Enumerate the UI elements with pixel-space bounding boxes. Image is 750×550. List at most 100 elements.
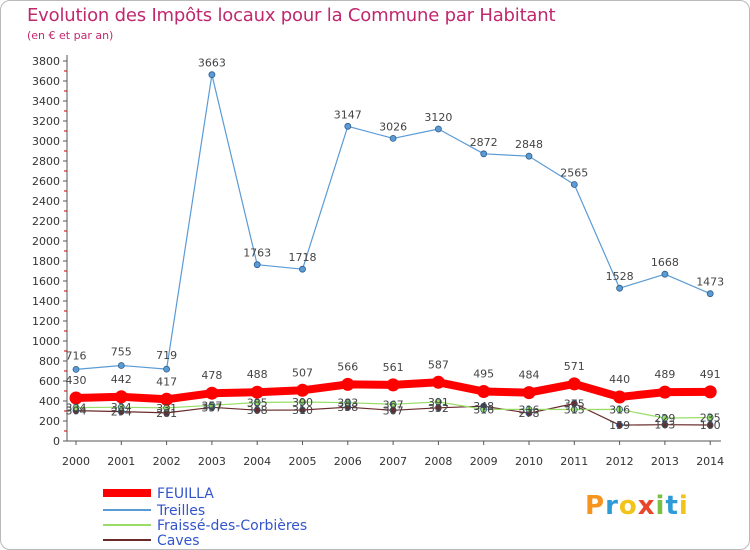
- data-point: [253, 406, 261, 414]
- x-tick-label: 2005: [289, 455, 317, 468]
- y-tick-label: 2200: [32, 215, 60, 228]
- y-tick-label: 1200: [32, 315, 60, 328]
- data-label: 391: [428, 396, 449, 409]
- data-point: [480, 405, 488, 413]
- data-point: [570, 181, 578, 188]
- data-point: [344, 399, 352, 407]
- data-label: 571: [564, 360, 585, 373]
- data-point: [389, 400, 397, 408]
- data-point: [160, 392, 174, 406]
- y-tick-label: 200: [39, 415, 60, 428]
- x-tick-label: 2001: [107, 455, 135, 468]
- data-point: [299, 265, 306, 273]
- y-tick-label: 1800: [32, 255, 60, 268]
- data-point: [522, 386, 536, 400]
- series-feuilla: [69, 375, 717, 406]
- legend-label: Treilles: [156, 503, 205, 519]
- data-point: [341, 377, 355, 391]
- y-tick-label: 2000: [32, 235, 60, 248]
- data-label: 348: [473, 400, 494, 413]
- data-point: [658, 385, 672, 399]
- data-label: 1668: [651, 256, 679, 269]
- data-point: [117, 362, 125, 369]
- data-label: 310: [292, 404, 313, 417]
- data-label: 163: [654, 419, 675, 432]
- data-point: [706, 421, 714, 429]
- logo-letter: i: [655, 491, 666, 521]
- data-label: 3120: [424, 111, 452, 124]
- legend-label: Fraissé-des-Corbières: [157, 518, 307, 534]
- x-tick-label: 2009: [470, 455, 498, 468]
- legend-label: FEUILLA: [157, 486, 214, 502]
- data-point: [525, 405, 533, 413]
- legend-label: Caves: [157, 533, 200, 549]
- data-label: 367: [383, 398, 404, 411]
- logo-letter: r: [605, 491, 619, 521]
- logo-letter: o: [618, 491, 638, 521]
- data-label: 1763: [243, 247, 271, 260]
- data-label: 390: [292, 396, 313, 409]
- data-point: [706, 414, 714, 421]
- data-point: [253, 399, 261, 406]
- data-label: 375: [564, 398, 585, 411]
- data-point: [431, 375, 445, 389]
- data-label: 229: [654, 412, 675, 425]
- data-label: 1528: [606, 270, 634, 283]
- data-point: [567, 377, 581, 391]
- data-point: [525, 152, 533, 160]
- logo-letter: x: [637, 491, 656, 521]
- y-tick-label: 3600: [32, 75, 60, 88]
- y-tick-label: 2800: [32, 155, 60, 168]
- x-tick-label: 2010: [515, 455, 543, 468]
- data-point: [163, 365, 171, 373]
- data-point: [208, 401, 216, 409]
- data-point: [72, 365, 80, 373]
- data-label: 507: [292, 366, 313, 379]
- data-label: 332: [428, 402, 449, 415]
- y-tick-label: 600: [39, 375, 60, 388]
- data-point: [250, 385, 264, 399]
- data-label: 357: [201, 399, 222, 412]
- x-tick-label: 2013: [651, 455, 679, 468]
- data-label: 755: [111, 346, 132, 359]
- data-label: 2848: [515, 138, 543, 151]
- data-point: [344, 122, 352, 130]
- data-label: 495: [473, 368, 494, 381]
- data-point: [296, 383, 309, 397]
- data-label: 281: [156, 407, 177, 420]
- x-tick-label: 2002: [153, 455, 181, 468]
- data-point: [616, 284, 623, 292]
- x-tick-label: 2004: [243, 455, 271, 468]
- logo-letter: t: [665, 491, 679, 521]
- data-point: [208, 71, 216, 79]
- data-point: [661, 421, 669, 429]
- data-label: 315: [564, 404, 585, 417]
- data-label: 160: [700, 419, 721, 432]
- data-point: [570, 406, 578, 413]
- data-label: 338: [337, 401, 358, 414]
- data-label: 331: [156, 402, 177, 415]
- logo-letter: P: [585, 491, 606, 521]
- x-tick-label: 2006: [334, 455, 362, 468]
- data-point: [299, 398, 306, 406]
- data-label: 716: [66, 349, 87, 362]
- chart-subtitle: (en € et par an): [27, 29, 114, 42]
- data-label: 561: [383, 361, 404, 374]
- x-tick-label: 2003: [198, 455, 226, 468]
- x-tick-label: 2000: [62, 455, 90, 468]
- data-label: 316: [519, 403, 540, 416]
- y-tick-label: 3200: [32, 115, 60, 128]
- data-label: 442: [111, 373, 132, 386]
- data-label: 1718: [289, 251, 317, 264]
- data-point: [299, 406, 306, 414]
- y-tick-label: 1600: [32, 275, 60, 288]
- data-label: 491: [700, 368, 721, 381]
- y-tick-label: 3800: [32, 55, 60, 68]
- data-label: 334: [111, 401, 132, 414]
- data-point: [389, 134, 397, 142]
- y-tick-label: 3400: [32, 95, 60, 108]
- data-label: 417: [156, 375, 177, 388]
- data-point: [616, 421, 623, 429]
